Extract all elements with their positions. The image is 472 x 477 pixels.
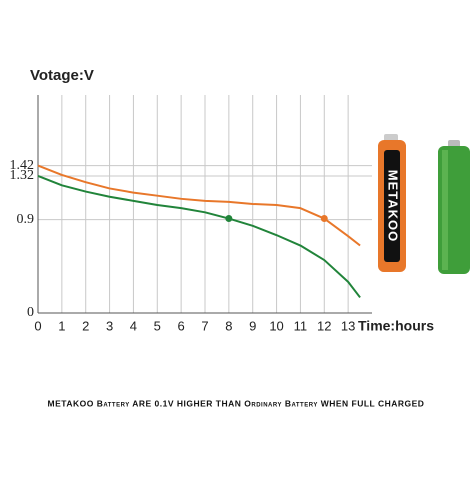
y-tick-label: 1.32 bbox=[10, 168, 35, 183]
caption: METAKOO Battery ARE 0.1V HIGHER THAN Ord… bbox=[48, 398, 425, 408]
x-tick-label: 8 bbox=[225, 318, 232, 333]
series-line bbox=[37, 164, 361, 247]
x-tick-label: 6 bbox=[178, 318, 185, 333]
y-tick-label: 1.42 bbox=[10, 158, 35, 173]
point-marker bbox=[320, 215, 328, 223]
x-tick-label: 10 bbox=[269, 318, 283, 333]
x-tick-label: 12 bbox=[317, 318, 331, 333]
x-axis-label: Time:hours bbox=[358, 318, 434, 334]
battery-brand: METAKOO bbox=[386, 170, 401, 242]
battery-shine bbox=[442, 150, 448, 270]
x-tick-label: 2 bbox=[82, 318, 89, 333]
y-axis-label: Votage:V bbox=[30, 67, 94, 84]
x-tick-label: 5 bbox=[154, 318, 161, 333]
series-line bbox=[37, 175, 361, 299]
x-tick-label: 11 bbox=[294, 318, 308, 333]
point-marker bbox=[225, 215, 233, 223]
orange-battery: METAKOO bbox=[378, 134, 406, 272]
x-tick-label: 1 bbox=[58, 318, 65, 333]
y-tick-label: 0.9 bbox=[17, 212, 35, 227]
x-tick-label: 4 bbox=[130, 318, 137, 333]
x-tick-label: 7 bbox=[201, 318, 208, 333]
y-tick-label: 0 bbox=[27, 305, 34, 320]
green-battery bbox=[438, 140, 470, 274]
x-tick-label: 13 bbox=[341, 318, 355, 333]
battery-label-band bbox=[384, 150, 400, 262]
x-tick-label: 0 bbox=[34, 318, 41, 333]
x-tick-label: 3 bbox=[106, 318, 113, 333]
x-tick-label: 9 bbox=[249, 318, 256, 333]
